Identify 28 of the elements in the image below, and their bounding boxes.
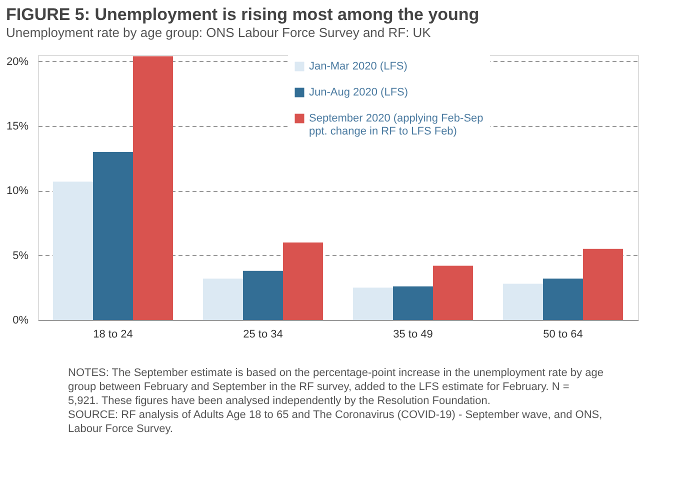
y-tick-label: 20% — [6, 56, 29, 68]
legend-label: September 2020 (applying Feb-Sep ppt. change in RF to LFS Feb) — [309, 112, 484, 138]
bar — [203, 278, 243, 320]
bar — [133, 56, 173, 320]
chart-subtitle: Unemployment rate by age group: ONS Labour Force Survey and RF: UK — [6, 25, 432, 40]
bar — [53, 182, 93, 320]
bar — [393, 286, 433, 320]
bar — [583, 248, 623, 320]
bar — [433, 266, 473, 320]
x-tick-label: 50 to 64 — [543, 328, 583, 340]
bar — [503, 284, 543, 320]
text: NOTES: The September estimate is based on the percentage-point increase in the unemployment rate by age group between February and September in the RF survey, added to the LFS estimate for February. N = 5,921. These figures have been analysed independently by the Resolution Foundation. — [68, 367, 604, 407]
legend-label: Jun-Aug 2020 (LFS) — [309, 86, 408, 98]
bar — [283, 242, 323, 320]
chart-title: FIGURE 5: Unemployment is rising most among the young — [6, 5, 480, 24]
y-tick-label: 10% — [6, 185, 29, 198]
bar — [543, 278, 583, 320]
legend-label: Jan-Mar 2020 (LFS) — [309, 60, 408, 72]
x-tick-label: 18 to 24 — [93, 328, 133, 340]
y-tick-label: 5% — [12, 250, 29, 262]
x-tick-label: 25 to 34 — [243, 328, 283, 340]
x-tick-label: 35 to 49 — [393, 328, 433, 340]
y-tick-label: 0% — [12, 314, 29, 326]
y-tick-label: 15% — [6, 120, 29, 133]
bar — [93, 152, 133, 320]
bar — [243, 270, 283, 320]
bar — [353, 288, 393, 320]
source-note: SOURCE: RF analysis of Adults Age 18 to 65 and The Coronavirus (COVID-19) - September wave, and ONS, Labour Force Survey. — [68, 409, 602, 435]
